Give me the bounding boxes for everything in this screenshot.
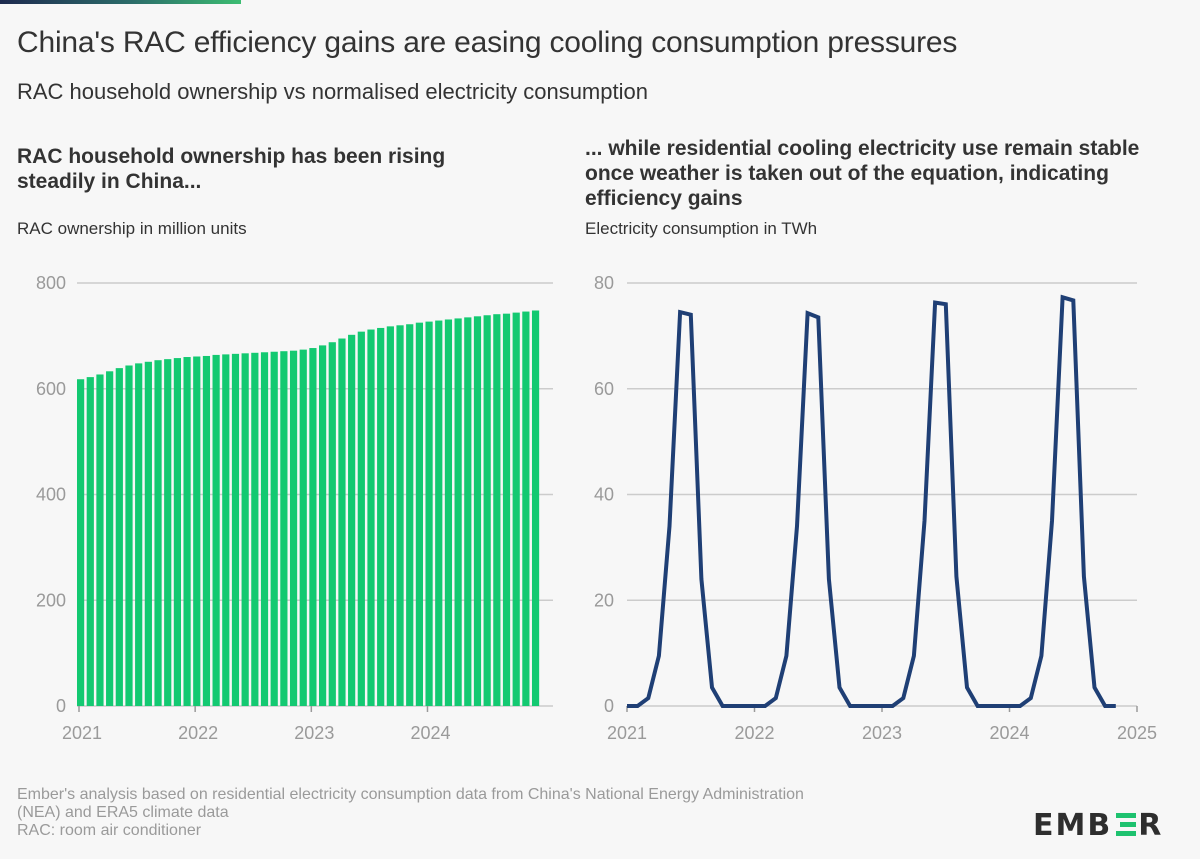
ownership-bar [435, 320, 443, 706]
ownership-bar [289, 350, 298, 706]
consumption-series-line [627, 294, 1116, 708]
ownership-bar [241, 353, 249, 706]
ownership-bar [183, 357, 191, 706]
ownership-bar [125, 365, 133, 706]
ownership-bar [367, 329, 375, 706]
ownership-bar [115, 368, 123, 706]
ownership-bar [357, 331, 365, 706]
ownership-bar [444, 319, 453, 706]
consumption-line-chart: 0 20 40 60 80 2021 2022 2023 2024 2025 [594, 273, 1157, 743]
left-panel-heading: RAC household ownership has been rising … [17, 145, 446, 193]
y-tick-label: 600 [36, 379, 66, 399]
source-line-1: Ember's analysis based on residential el… [17, 786, 804, 803]
x-tick-label: 2024 [410, 723, 450, 743]
ownership-bar [222, 354, 230, 706]
x-tick-label: 2021 [607, 723, 647, 743]
right-axis-unit-label: Electricity consumption in TWh [585, 219, 818, 238]
ownership-bar [212, 354, 220, 706]
ownership-bar [522, 311, 530, 706]
y-tick-label: 200 [36, 590, 66, 610]
y-tick-label: 0 [56, 696, 66, 716]
source-footnote: Ember's analysis based on residential el… [17, 786, 997, 840]
ownership-bar [260, 352, 269, 706]
x-tick-label: 2022 [178, 723, 218, 743]
ownership-bar [77, 379, 85, 706]
x-tick-label: 2024 [989, 723, 1029, 743]
abbreviation-note: RAC: room air conditioner [17, 822, 202, 839]
y-tick-label: 400 [36, 485, 66, 505]
ownership-bar [386, 326, 394, 706]
ownership-bar [396, 325, 404, 706]
ownership-bar [415, 322, 423, 706]
ownership-bar-chart: 0 200 400 600 800 2021 2022 2023 2024 [36, 273, 553, 743]
logo-text-end: R [1138, 808, 1164, 843]
ownership-bar [473, 316, 482, 706]
x-tick-label: 2023 [862, 723, 902, 743]
ownership-bar [309, 348, 317, 706]
ownership-bar [502, 313, 511, 706]
ownership-bar [106, 371, 114, 706]
x-tick-label: 2021 [62, 723, 102, 743]
ownership-bar [154, 360, 162, 706]
ownership-bar [531, 310, 540, 706]
y-tick-label: 80 [594, 273, 614, 293]
ownership-bar [348, 334, 356, 706]
ownership-bar [96, 374, 104, 706]
ownership-bar [86, 377, 94, 706]
y-tick-label: 40 [594, 485, 614, 505]
y-tick-label: 800 [36, 273, 66, 293]
ownership-bar [454, 318, 462, 706]
logo-stylized-e-icon [1114, 812, 1137, 837]
chart-subtitle: RAC household ownership vs normalised el… [17, 79, 648, 104]
ownership-bar [202, 355, 211, 706]
right-panel-heading: ... while residential cooling electricit… [585, 137, 1140, 210]
x-tick-label: 2023 [294, 723, 334, 743]
source-line-2: (NEA) and ERA5 climate data [17, 804, 229, 821]
ownership-bar [144, 361, 152, 706]
y-tick-label: 0 [604, 696, 614, 716]
ownership-bar [164, 359, 172, 706]
ember-logo: EMB R [1033, 808, 1163, 843]
ownership-bar [173, 358, 181, 706]
chart-title: China's RAC efficiency gains are easing … [17, 26, 958, 59]
ownership-bar [377, 327, 385, 706]
ownership-bar [464, 317, 472, 706]
ownership-bar [338, 338, 346, 706]
ownership-bar [406, 324, 414, 706]
x-tick-label: 2025 [1117, 723, 1157, 743]
y-tick-label: 20 [594, 590, 614, 610]
ownership-bar [425, 321, 433, 706]
ownership-bar [231, 353, 240, 706]
ownership-bar [319, 345, 327, 706]
ownership-bar [512, 312, 520, 706]
ownership-bar [135, 363, 143, 706]
ownership-bar [483, 315, 491, 706]
ownership-bar [270, 351, 278, 706]
ownership-bar [193, 356, 201, 706]
left-axis-unit-label: RAC ownership in million units [17, 219, 247, 238]
ownership-bar [299, 349, 307, 706]
ownership-bar [328, 342, 336, 706]
ownership-bar [280, 351, 288, 706]
logo-text-start: EMB [1033, 808, 1113, 843]
x-tick-label: 2022 [734, 723, 774, 743]
brand-accent-bar [0, 0, 241, 4]
ownership-bar [251, 352, 259, 706]
y-tick-label: 60 [594, 379, 614, 399]
ownership-bar [493, 314, 501, 706]
